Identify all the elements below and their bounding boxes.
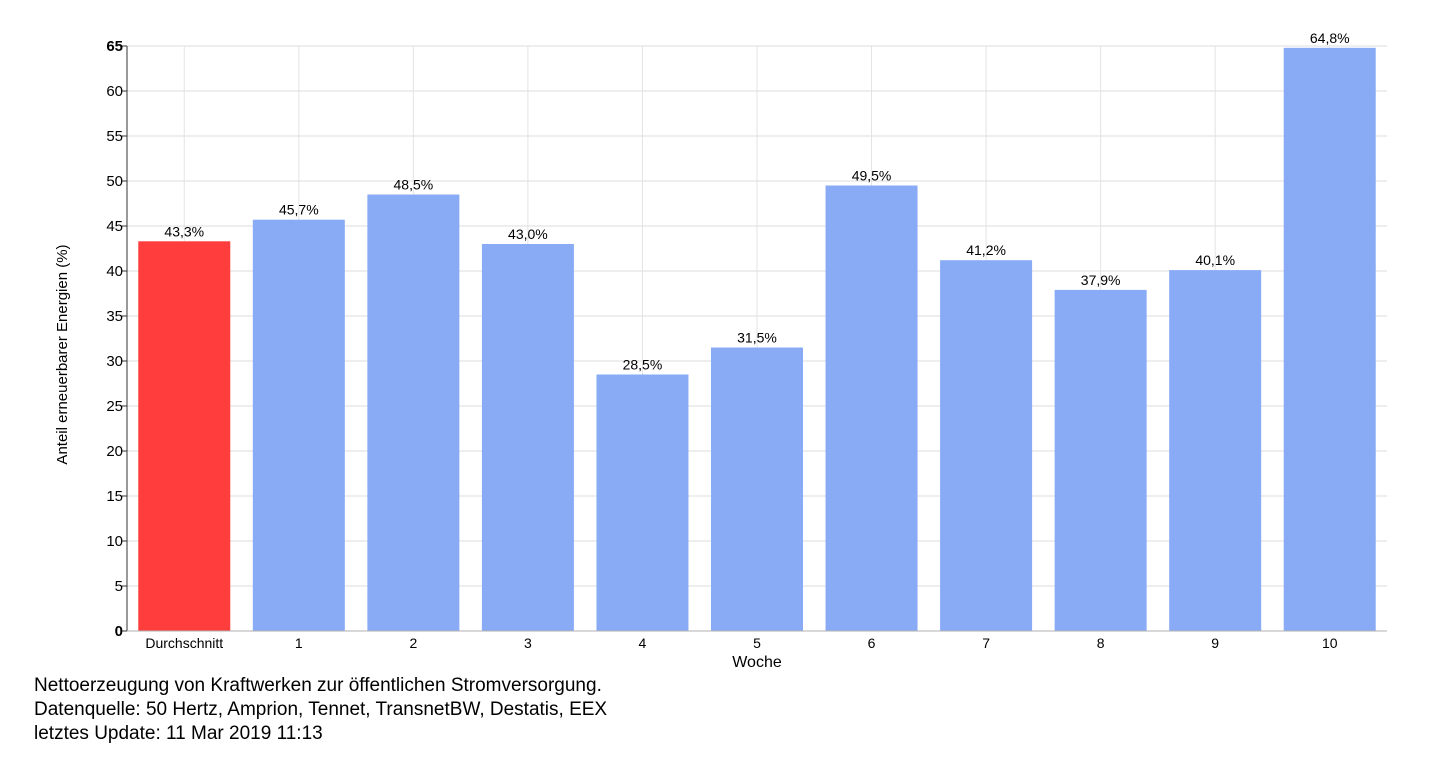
x-tick-label: 10 <box>1322 635 1338 651</box>
y-tick-label: 0 <box>115 623 123 640</box>
bar-woche-7 <box>940 260 1033 631</box>
bar-value-label: 48,5% <box>394 177 434 193</box>
y-tick-labels: 0 5 10 15 20 25 30 35 40 45 50 55 60 65 <box>106 38 127 640</box>
bar-woche-4 <box>596 374 689 631</box>
y-tick-label: 55 <box>106 128 123 145</box>
bar-woche-8 <box>1054 289 1147 631</box>
bar-value-label: 45,7% <box>279 202 319 218</box>
bars <box>138 47 1376 632</box>
y-axis-title: Anteil erneuerbarer Energien (%) <box>54 244 71 464</box>
x-tick-label: 4 <box>639 635 647 651</box>
value-labels: 43,3% 45,7% 48,5% 43,0% 28,5% 31,5% 49,5% 41,2%… <box>164 30 1349 373</box>
footer-last-update: letztes Update: 11 Mar 2019 11:13 <box>34 723 323 744</box>
x-tick-label: 2 <box>409 635 417 651</box>
footer-description: Nettoerzeugung von Kraftwerken zur öffen… <box>34 675 602 696</box>
footer-data-source: Datenquelle: 50 Hertz, Amprion, Tennet, … <box>34 699 608 720</box>
y-tick-label: 10 <box>106 533 123 550</box>
bar-value-label: 28,5% <box>623 357 663 373</box>
x-axis-title: Woche <box>732 654 782 670</box>
x-tick-label: 5 <box>753 635 761 651</box>
x-tick-label: 7 <box>982 635 990 651</box>
x-tick-label: 9 <box>1211 635 1219 651</box>
bar-woche-10 <box>1283 47 1376 632</box>
y-tick-label: 65 <box>106 38 123 55</box>
x-tick-label: 8 <box>1097 635 1105 651</box>
chart-footer: Nettoerzeugung von Kraftwerken zur öffen… <box>34 674 607 746</box>
x-tick-label: Durchschnitt <box>145 635 223 651</box>
bar-value-label: 49,5% <box>852 168 892 184</box>
bar-value-label: 37,9% <box>1081 272 1121 288</box>
bar-durchschnitt <box>138 241 231 632</box>
x-tick-label: 3 <box>524 635 532 651</box>
bar-value-label: 40,1% <box>1195 252 1235 268</box>
y-tick-label: 35 <box>106 308 123 325</box>
y-tick-label: 25 <box>106 398 123 415</box>
bar-woche-5 <box>711 347 803 631</box>
bar-woche-3 <box>481 244 574 631</box>
y-tick-label: 5 <box>115 578 123 595</box>
y-tick-label: 20 <box>106 443 123 460</box>
bar-value-label: 43,0% <box>508 226 548 242</box>
bar-woche-2 <box>367 194 460 631</box>
y-tick-label: 40 <box>106 263 123 280</box>
y-tick-label: 15 <box>106 488 123 505</box>
y-tick-label: 45 <box>106 218 123 235</box>
y-tick-label: 50 <box>106 173 123 190</box>
bar-value-label: 43,3% <box>164 223 204 239</box>
bar-value-label: 64,8% <box>1310 30 1350 46</box>
x-tick-label: 6 <box>868 635 876 651</box>
bar-woche-1 <box>252 219 345 631</box>
bar-chart: 43,3% 45,7% 48,5% 43,0% 28,5% 31,5% 49,5% 41,2%… <box>54 30 1387 670</box>
y-tick-label: 60 <box>106 83 123 100</box>
bar-value-label: 31,5% <box>737 330 777 346</box>
y-tick-label: 30 <box>106 353 123 370</box>
bar-value-label: 41,2% <box>966 242 1006 258</box>
bar-woche-9 <box>1169 270 1262 631</box>
bar-woche-6 <box>825 185 918 631</box>
x-tick-labels: Durchschnitt 1 2 3 4 5 6 7 8 9 10 <box>145 635 1337 651</box>
x-tick-label: 1 <box>295 635 303 651</box>
axes <box>126 46 1387 632</box>
